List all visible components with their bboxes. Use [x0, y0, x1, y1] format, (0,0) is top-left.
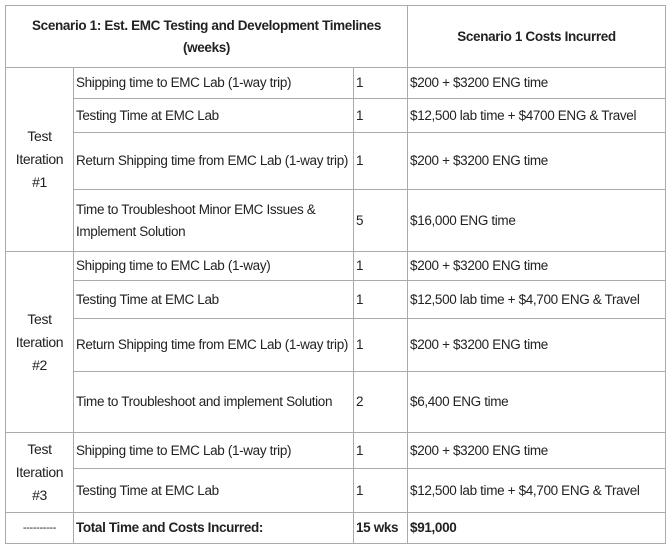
- total-row: ---------- Total Time and Costs Incurred:…: [5, 512, 667, 544]
- cost-cell: $200 + $3200 ENG time: [407, 132, 667, 190]
- iteration-label: Test Iteration #2: [5, 251, 74, 433]
- table-row: Test Iteration #2 Shipping time to EMC La…: [5, 251, 667, 433]
- time-cell: 1: [352, 432, 409, 469]
- time-cell: 1: [352, 132, 409, 190]
- task-cell: Time to Troubleshoot Minor EMC Issues & …: [73, 189, 354, 252]
- header-costs: Scenario 1 Costs Incurred: [407, 5, 667, 68]
- time-cell: 1: [352, 318, 409, 372]
- time-cell: 1: [352, 280, 409, 319]
- task-cell: Testing Time at EMC Lab: [73, 98, 354, 133]
- table-row: Return Shipping time from EMC Lab (1-way…: [6, 318, 667, 372]
- time-cell: 1: [352, 468, 409, 513]
- table-row: Time to Troubleshoot Minor EMC Issues & …: [6, 189, 667, 252]
- table-row: Return Shipping time from EMC Lab (1-way…: [6, 132, 667, 190]
- total-time: 15 wks: [352, 512, 409, 544]
- table-row: Testing Time at EMC Lab 1 $12,500 lab time…: [6, 280, 667, 319]
- cost-cell: $200 + $3200 ENG time: [407, 432, 667, 469]
- total-label: ----------: [5, 512, 74, 544]
- task-cell: Shipping time to EMC Lab (1-way trip): [73, 67, 354, 99]
- cost-cell: $12,500 lab time + $4,700 ENG & Travel: [407, 280, 667, 319]
- total-cost: $91,000: [407, 512, 667, 544]
- time-cell: 1: [352, 67, 409, 99]
- iteration-label: Test Iteration #1: [5, 67, 74, 252]
- cost-cell: $200 + $3200 ENG time: [407, 251, 667, 281]
- cost-cell: $16,000 ENG time: [407, 189, 667, 252]
- table-row: Testing Time at EMC Lab 1 $12,500 lab time…: [6, 468, 667, 513]
- timeline-table: Scenario 1: Est. EMC Testing and Develop…: [4, 5, 667, 544]
- task-cell: Testing Time at EMC Lab: [73, 468, 354, 513]
- table-row: Test Iteration #3 Shipping time to EMC La…: [5, 432, 667, 513]
- time-cell: 2: [352, 371, 409, 433]
- header-row: Scenario 1: Est. EMC Testing and Develop…: [4, 5, 667, 68]
- task-cell: Return Shipping time from EMC Lab (1-way…: [73, 132, 354, 190]
- cost-cell: $6,400 ENG time: [407, 371, 667, 433]
- iteration-label: Test Iteration #3: [5, 432, 74, 513]
- table-row: Test Iteration #1 Shipping time to EMC La…: [5, 67, 667, 252]
- task-cell: Return Shipping time from EMC Lab (1-way…: [73, 318, 354, 372]
- time-cell: 1: [352, 251, 409, 281]
- header-title: Scenario 1: Est. EMC Testing and Develop…: [4, 5, 409, 68]
- table-row: Testing Time at EMC Lab 1 $12,500 lab time…: [6, 98, 667, 133]
- task-cell: Time to Troubleshoot and implement Solut…: [73, 371, 354, 433]
- task-cell: Shipping time to EMC Lab (1-way trip): [73, 432, 354, 469]
- time-cell: 1: [352, 98, 409, 133]
- task-cell: Testing Time at EMC Lab: [73, 280, 354, 319]
- cost-cell: $12,500 lab time + $4700 ENG & Travel: [407, 98, 667, 133]
- time-cell: 5: [352, 189, 409, 252]
- cost-cell: $200 + $3200 ENG time: [407, 318, 667, 372]
- table-row: Time to Troubleshoot and implement Solut…: [6, 371, 667, 433]
- total-task: Total Time and Costs Incurred:: [73, 512, 354, 544]
- task-cell: Shipping time to EMC Lab (1-way): [73, 251, 354, 281]
- table-body: Scenario 1: Est. EMC Testing and Develop…: [4, 5, 667, 544]
- cost-cell: $200 + $3200 ENG time: [407, 67, 667, 99]
- cost-cell: $12,500 lab time + $4,700 ENG & Travel: [407, 468, 667, 513]
